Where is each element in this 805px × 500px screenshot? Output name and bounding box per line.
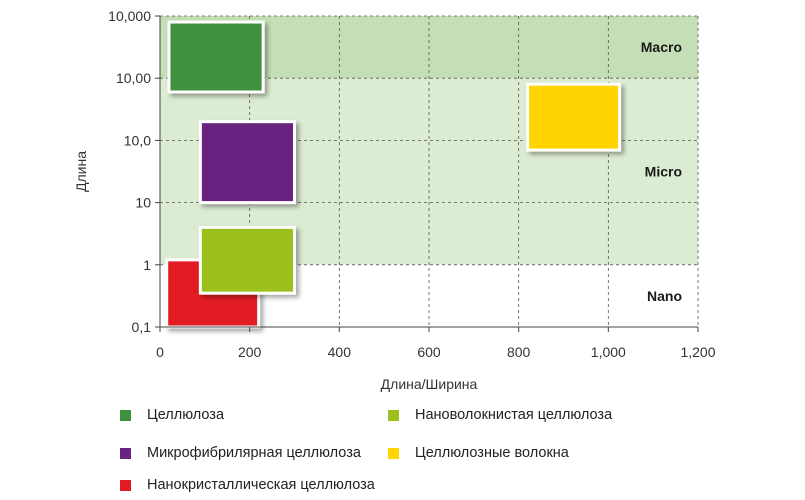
- zone-label-macro: Macro: [641, 39, 682, 55]
- x-tick-label: 0: [156, 344, 164, 360]
- x-tick-label: 200: [238, 344, 262, 360]
- y-axis-title: Длина: [73, 151, 89, 192]
- y-tick-label: 10,00: [116, 70, 151, 86]
- region-box-0: [167, 20, 265, 94]
- x-tick-label: 1,200: [680, 344, 715, 360]
- zone-label-nano: Nano: [647, 288, 682, 304]
- x-tick-label: 800: [507, 344, 531, 360]
- y-tick-label: 10,0: [124, 132, 151, 148]
- legend-item-cellulose-fibers: Целлюлозные волокна: [388, 440, 569, 466]
- chart: Macro Micro Nano 0 200 400 600 800 1,000 1,200 0,1…: [73, 8, 716, 392]
- legend-item-nanocrystalline-cellulose: Нанокристаллическая целлюлоза: [120, 472, 375, 498]
- legend-swatch: [120, 447, 131, 459]
- axes-layer: [155, 15, 699, 332]
- boxes-layer: [165, 20, 622, 329]
- region-box-4: [526, 82, 622, 152]
- y-tick-label: 1: [143, 257, 151, 273]
- legend: Целлюлоза Нановолокнистая целлюлоза Микр…: [120, 402, 680, 498]
- y-tick-label: 10: [135, 195, 151, 211]
- labels-layer: Macro Micro Nano 0 200 400 600 800 1,000 1,200 0,1…: [73, 8, 716, 392]
- legend-item-microfibrillated-cellulose: Микрофибрилярная целлюлоза: [120, 440, 361, 466]
- legend-label: Нанокристаллическая целлюлоза: [147, 477, 375, 493]
- legend-item-cellulose: Целлюлоза: [120, 402, 224, 428]
- region-box-3: [198, 225, 297, 295]
- x-tick-label: 1,000: [591, 344, 626, 360]
- x-tick-label: 400: [328, 344, 352, 360]
- x-axis-title: Длина/Ширина: [381, 376, 478, 392]
- region-box-1: [198, 120, 297, 205]
- y-tick-label: 0,1: [132, 319, 152, 335]
- legend-label: Целлюлозные волокна: [415, 445, 569, 461]
- x-tick-label: 600: [417, 344, 441, 360]
- legend-swatch: [388, 447, 399, 459]
- legend-swatch: [388, 409, 399, 421]
- legend-label: Микрофибрилярная целлюлоза: [147, 445, 361, 461]
- legend-swatch: [120, 409, 131, 421]
- zone-label-micro: Micro: [645, 164, 682, 180]
- legend-label: Нановолокнистая целлюлоза: [415, 407, 613, 423]
- y-tick-label: 10,000: [108, 8, 151, 24]
- legend-swatch: [120, 479, 131, 491]
- legend-item-nanofibrillated-cellulose: Нановолокнистая целлюлоза: [388, 402, 612, 428]
- legend-label: Целлюлоза: [147, 407, 225, 423]
